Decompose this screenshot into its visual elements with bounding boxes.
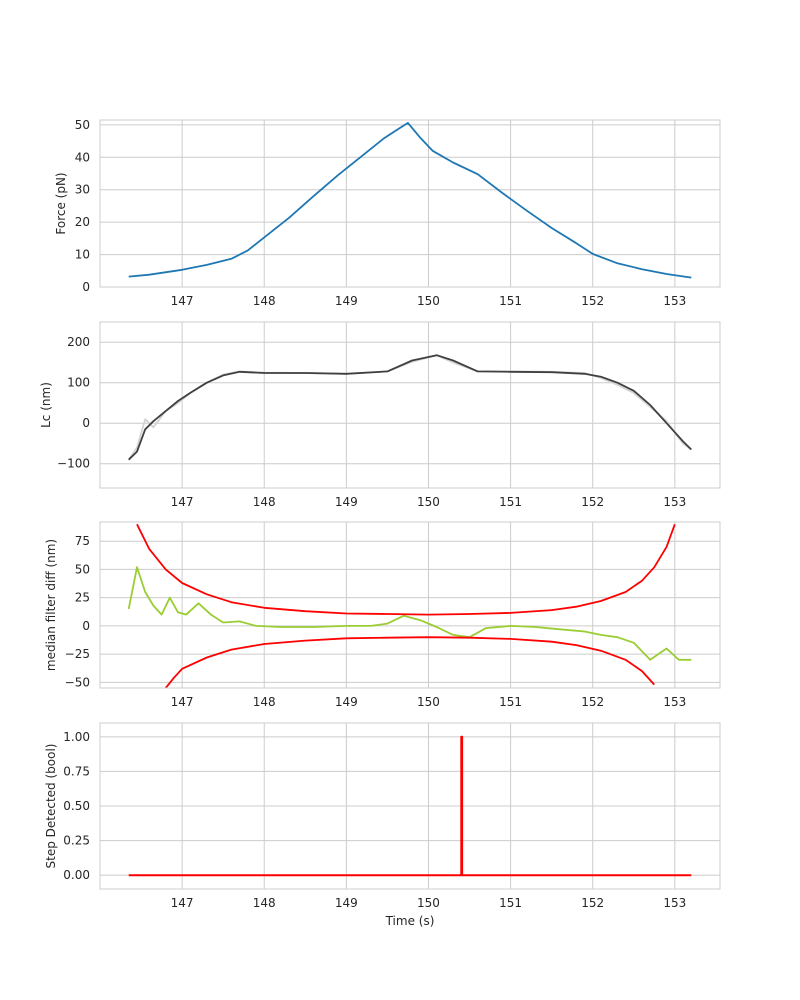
force-xtick-label: 148	[253, 294, 276, 308]
median-diff-xtick-label: 152	[581, 695, 604, 709]
step-xlabel: Time (s)	[385, 914, 435, 928]
step-series-line-0	[128, 735, 692, 877]
force-xtick-label: 150	[417, 294, 440, 308]
step-ytick-label: 1.00	[63, 730, 90, 744]
force-ytick-label: 50	[75, 118, 90, 132]
force-ytick-label: 10	[75, 248, 90, 262]
step-xtick-label: 147	[171, 896, 194, 910]
step-xtick-label: 150	[417, 896, 440, 910]
median-diff-axes-frame	[99, 521, 721, 689]
lc-ytick-label: 200	[67, 335, 90, 349]
step-ytick-label: 0.75	[63, 764, 90, 778]
panel-median-diff: 147 148 149 150 151 152 153 −50 −25 0 25 50 75 median…	[44, 521, 721, 709]
median-diff-xtick-label: 151	[499, 695, 522, 709]
lc-axes-frame	[99, 321, 721, 489]
force-axes-frame	[99, 119, 721, 288]
force-xtick-label: 149	[335, 294, 358, 308]
force-ylabel: Force (pN)	[54, 172, 68, 234]
step-xtick-label: 148	[253, 896, 276, 910]
lc-xtick-label: 153	[663, 495, 686, 509]
median-diff-ytick-label: 0	[82, 619, 90, 633]
median-diff-xtick-label: 153	[663, 695, 686, 709]
median-diff-ytick-label: 25	[75, 591, 90, 605]
force-xtick-label: 151	[499, 294, 522, 308]
lc-ytick-label: 0	[82, 416, 90, 430]
lc-ytick-label: 100	[67, 376, 90, 390]
force-ytick-label: 40	[75, 150, 90, 164]
step-axes-frame	[99, 722, 721, 890]
force-xtick-label: 153	[663, 294, 686, 308]
lc-xtick-label: 148	[253, 495, 276, 509]
lc-ylabel: Lc (nm)	[39, 382, 53, 428]
step-ytick-label: 0.50	[63, 799, 90, 813]
step-ytick-label: 0.00	[63, 868, 90, 882]
median-diff-ytick-label: 75	[75, 534, 90, 548]
force-ytick-label: 20	[75, 215, 90, 229]
median-diff-ylabel: median filter diff (nm)	[44, 539, 58, 671]
median-diff-ytick-label: 50	[75, 562, 90, 576]
lc-series-line-1	[128, 354, 692, 461]
force-xtick-label: 147	[171, 294, 194, 308]
median-diff-xtick-label: 149	[335, 695, 358, 709]
lc-xtick-label: 150	[417, 495, 440, 509]
step-ytick-label: 0.25	[63, 834, 90, 848]
lc-series-line-0	[127, 354, 692, 461]
median-diff-xtick-label: 148	[253, 695, 276, 709]
lc-ytick-label: −100	[57, 457, 90, 471]
median-diff-series-line-2	[164, 636, 655, 688]
force-ytick-label: 30	[75, 183, 90, 197]
median-diff-series-line-1	[136, 523, 676, 616]
median-diff-ytick-label: −50	[65, 675, 90, 689]
lc-xtick-label: 151	[499, 495, 522, 509]
lc-xtick-label: 149	[335, 495, 358, 509]
panel-step: 147 148 149 150 151 152 153 0.00 0.25 0.50 0.75 1.0…	[44, 722, 721, 928]
step-xtick-label: 151	[499, 896, 522, 910]
panel-force: 147 148 149 150 151 152 153 0 10 20 30 40 50 Force (p…	[54, 118, 721, 308]
step-ylabel: Step Detected (bool)	[44, 744, 58, 869]
lc-xtick-label: 152	[581, 495, 604, 509]
force-xtick-label: 152	[581, 294, 604, 308]
median-diff-ytick-label: −25	[65, 647, 90, 661]
median-diff-series-line-0	[127, 566, 692, 661]
median-diff-xtick-label: 147	[171, 695, 194, 709]
median-diff-xtick-label: 150	[417, 695, 440, 709]
step-xtick-label: 149	[335, 896, 358, 910]
step-xtick-label: 153	[663, 896, 686, 910]
step-xtick-label: 152	[581, 896, 604, 910]
lc-xtick-label: 147	[171, 495, 194, 509]
panel-lc: 147 148 149 150 151 152 153 −100 0 100 200 Lc (nm)	[39, 321, 721, 509]
force-ytick-label: 0	[82, 280, 90, 294]
force-series-line-0	[128, 122, 692, 279]
